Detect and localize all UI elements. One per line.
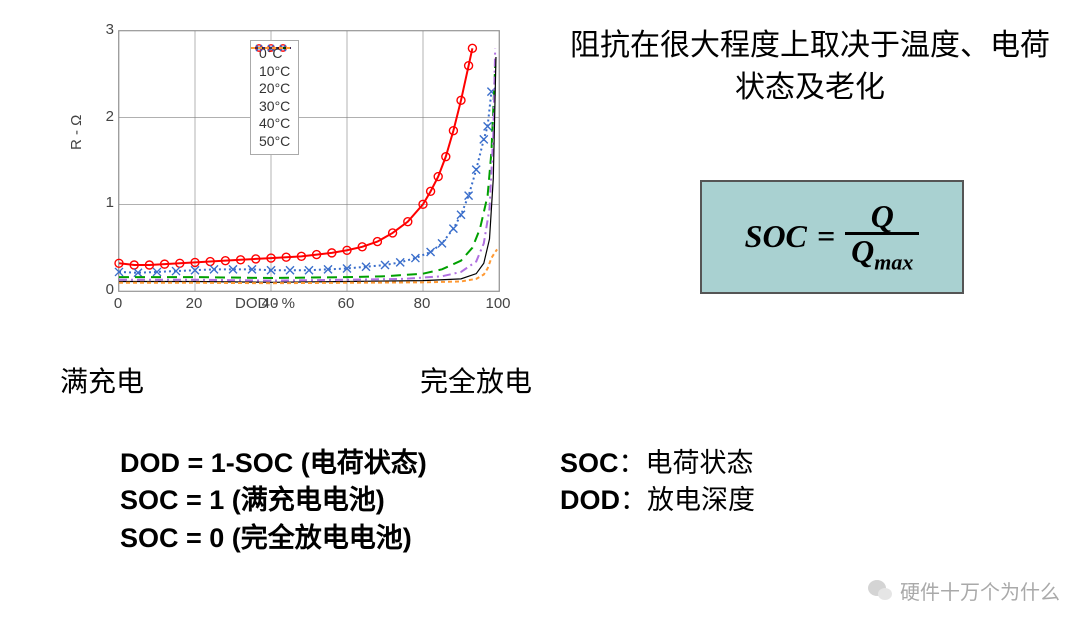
legend-item: 50°C — [259, 133, 290, 151]
soc-formula: SOC = Q Qmax — [745, 200, 920, 273]
x-tick: 60 — [338, 295, 355, 312]
axis-annotation-full-discharge: 完全放电 — [420, 360, 532, 400]
formula-denominator: Qmax — [845, 232, 919, 273]
y-tick: 2 — [98, 108, 114, 125]
x-tick: 20 — [186, 295, 203, 312]
x-tick: 0 — [114, 295, 122, 312]
def-line: SOC：电荷状态 — [560, 445, 755, 482]
definitions-right: SOC：电荷状态 DOD：放电深度 — [560, 445, 755, 520]
legend-label: 30°C — [259, 98, 290, 116]
legend-label: 50°C — [259, 133, 290, 151]
wechat-icon — [868, 580, 894, 602]
watermark: 硬件十万个为什么 — [868, 576, 1060, 605]
y-tick: 0 — [98, 281, 114, 298]
legend-item: 40°C — [259, 115, 290, 133]
definitions-left: DOD = 1-SOC (电荷状态) SOC = 1 (满充电电池) SOC =… — [120, 445, 427, 557]
summary-text: 阻抗在很大程度上取决于温度、电荷状态及老化 — [560, 25, 1060, 109]
y-axis-label: R - Ω — [68, 115, 85, 150]
impedance-chart: R - Ω DOD - % 0°C10°C20°C30°C40°C50°C 01… — [60, 30, 520, 330]
legend-label: 40°C — [259, 115, 290, 133]
y-tick: 3 — [98, 21, 114, 38]
def-line: DOD = 1-SOC (电荷状态) — [120, 445, 427, 482]
soc-formula-box: SOC = Q Qmax — [700, 180, 964, 294]
formula-eq: = — [817, 218, 835, 255]
def-line: SOC = 0 (完全放电电池) — [120, 520, 427, 557]
x-tick: 40 — [262, 295, 279, 312]
def-line: SOC = 1 (满充电电池) — [120, 482, 427, 519]
formula-fraction: Q Qmax — [845, 200, 919, 273]
plot-area — [118, 30, 500, 292]
legend-label: 10°C — [259, 63, 290, 81]
watermark-text: 硬件十万个为什么 — [900, 576, 1060, 605]
formula-numerator: Q — [865, 200, 900, 232]
legend-item: 10°C — [259, 63, 290, 81]
axis-annotation-full-charge: 满充电 — [60, 360, 144, 400]
plot-svg — [119, 31, 499, 291]
y-tick: 1 — [98, 194, 114, 211]
legend-item: 20°C — [259, 80, 290, 98]
formula-lhs: SOC — [745, 218, 807, 255]
def-line: DOD：放电深度 — [560, 482, 755, 519]
x-tick: 80 — [414, 295, 431, 312]
legend-item: 30°C — [259, 98, 290, 116]
legend-label: 20°C — [259, 80, 290, 98]
x-tick: 100 — [485, 295, 510, 312]
legend: 0°C10°C20°C30°C40°C50°C — [250, 40, 299, 155]
